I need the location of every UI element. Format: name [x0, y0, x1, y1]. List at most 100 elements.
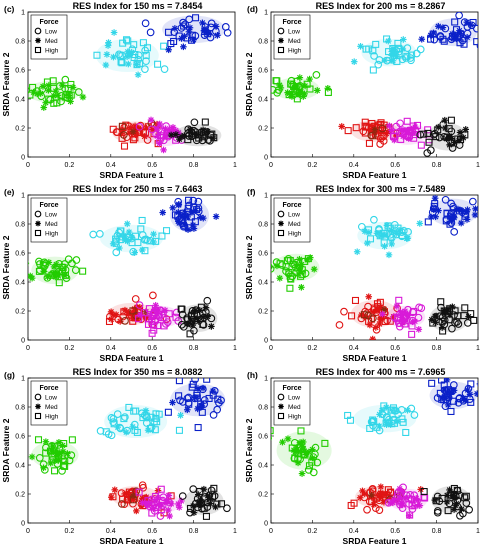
data-point	[454, 398, 463, 407]
y-axis-label: SRDA Feature 2	[244, 418, 254, 482]
data-point	[286, 284, 294, 292]
data-point	[403, 117, 411, 125]
data-point	[374, 60, 383, 69]
data-point	[445, 316, 453, 324]
data-point	[417, 141, 425, 149]
data-point	[444, 507, 452, 515]
x-tick-label: 0.4	[349, 528, 359, 535]
data-point	[177, 320, 186, 329]
data-point	[361, 118, 369, 126]
data-point	[456, 129, 464, 136]
data-point	[313, 87, 321, 94]
data-point	[447, 116, 455, 124]
legend-box	[273, 197, 311, 243]
data-point	[89, 230, 98, 239]
y-tick-label: 0	[264, 521, 268, 528]
data-point	[450, 227, 459, 236]
data-point	[395, 322, 404, 331]
x-axis-label: SRDA Feature 1	[343, 170, 407, 180]
legend-entry: Low	[288, 212, 300, 219]
data-point	[45, 95, 53, 103]
data-point	[401, 318, 409, 325]
data-point	[48, 271, 56, 279]
data-point	[395, 296, 403, 304]
y-tick-label: 0.4	[15, 97, 25, 104]
data-point	[298, 470, 306, 477]
legend: Force Low Med High	[30, 14, 68, 60]
data-point	[400, 312, 408, 320]
legend: Force Low Med High	[273, 197, 311, 243]
data-point	[59, 442, 66, 449]
data-point	[67, 91, 75, 99]
data-point	[116, 52, 124, 60]
data-point	[151, 497, 159, 505]
data-point	[148, 329, 156, 337]
x-tick-label: 0.2	[308, 528, 318, 535]
data-point	[416, 45, 425, 54]
data-point	[399, 227, 408, 235]
panel-3: RES Index for 300 ms = 7.5489 (f) SRDA Fea…	[244, 184, 480, 363]
data-point	[160, 146, 167, 154]
legend-entry: Med	[288, 404, 301, 411]
x-tick-label: 0.8	[432, 345, 442, 352]
data-point	[204, 492, 211, 500]
y-tick-label: 0.6	[258, 68, 268, 75]
chart-title: RES Index for 350 ms = 8.0882	[73, 367, 203, 377]
data-point	[398, 415, 406, 423]
data-point	[338, 123, 346, 130]
data-point	[384, 222, 392, 230]
legend-box	[30, 197, 68, 243]
x-tick-label: 0.6	[390, 162, 400, 169]
data-point	[271, 263, 273, 270]
data-point	[61, 271, 69, 279]
data-points	[271, 378, 478, 520]
data-point	[410, 134, 418, 142]
legend-marker	[35, 403, 41, 410]
data-point	[185, 400, 193, 408]
data-point	[213, 405, 222, 414]
data-point	[52, 447, 60, 455]
data-point	[416, 130, 425, 139]
data-point	[321, 439, 329, 447]
panel-label: (f)	[247, 187, 256, 197]
data-point	[288, 93, 296, 100]
data-point	[119, 495, 127, 503]
data-point	[158, 232, 166, 240]
panel-label: (d)	[247, 4, 258, 14]
data-point	[194, 207, 203, 216]
data-point	[163, 227, 171, 235]
data-point	[167, 40, 175, 48]
data-point	[439, 24, 447, 31]
data-point	[350, 499, 358, 507]
data-point	[133, 61, 141, 69]
data-point	[376, 298, 384, 306]
data-point	[150, 230, 157, 238]
y-tick-label: 1	[264, 376, 268, 383]
x-tick-label: 0.8	[189, 162, 199, 169]
x-tick-label: 1	[233, 345, 237, 352]
data-point	[134, 239, 142, 247]
data-point	[392, 122, 401, 131]
data-point	[138, 216, 146, 224]
legend-marker	[277, 229, 285, 237]
legend-marker	[34, 210, 42, 218]
y-tick-label: 1	[264, 193, 268, 200]
data-point	[119, 131, 128, 139]
data-point	[296, 443, 305, 452]
data-point	[297, 272, 305, 280]
data-point	[110, 53, 117, 61]
legend-entry: High	[45, 414, 59, 421]
data-point	[411, 317, 419, 325]
data-point	[57, 91, 66, 100]
data-point	[140, 309, 148, 317]
data-point	[306, 85, 314, 93]
data-point	[381, 242, 388, 250]
data-point	[395, 227, 404, 236]
data-point	[408, 308, 417, 317]
data-point	[190, 203, 198, 211]
legend-entry: Low	[288, 395, 300, 402]
data-point	[284, 270, 293, 278]
y-tick-label: 0.8	[258, 405, 268, 412]
data-point	[403, 44, 412, 52]
data-point	[350, 58, 358, 65]
